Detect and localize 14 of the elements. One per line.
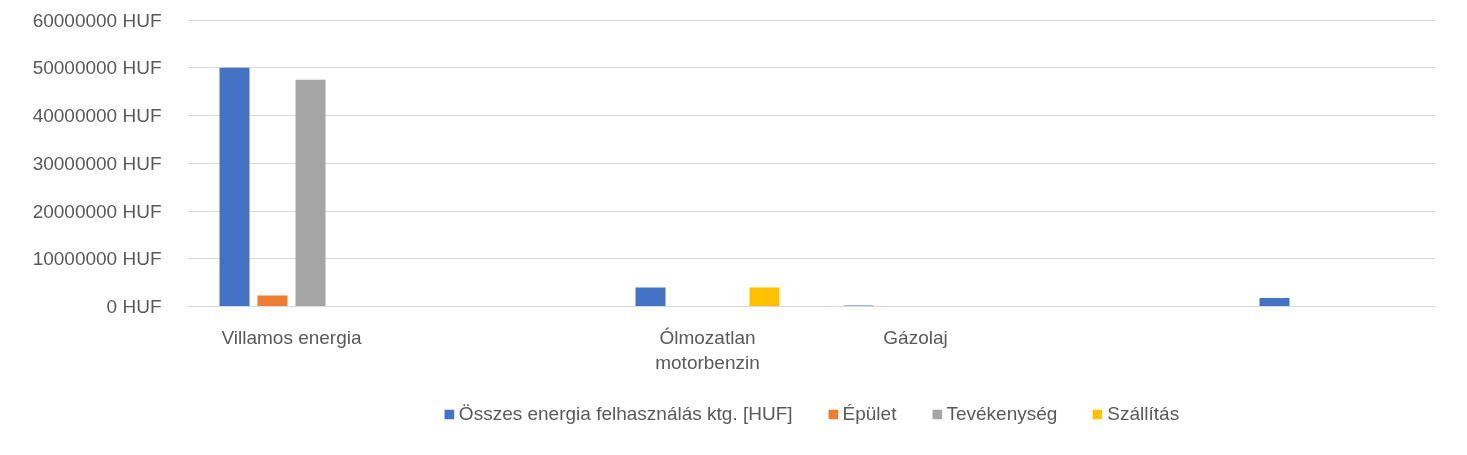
y-tick-label: 50000000 HUF: [32, 57, 162, 79]
legend-label: Épület: [842, 403, 897, 425]
x-tick-label: Gázolaj: [883, 326, 948, 348]
y-tick-label: 10000000 HUF: [32, 248, 162, 270]
legend-label: Szállítás: [1107, 403, 1180, 425]
legend-label: Tevékenység: [946, 403, 1058, 425]
x-tick-label: Ólmozatlan motorbenzin: [655, 326, 760, 373]
y-tick-label: 20000000 HUF: [32, 200, 162, 222]
x-tick-label: Villamos energia: [221, 326, 362, 348]
y-tick-label: 60000000 HUF: [32, 9, 162, 31]
y-tick-label: 40000000 HUF: [32, 105, 162, 126]
legend-label: Összes energia felhasználás ktg. [HUF]: [458, 403, 793, 425]
y-tick-label: 0 HUF: [106, 296, 162, 317]
y-tick-label: 30000000 HUF: [32, 152, 162, 174]
